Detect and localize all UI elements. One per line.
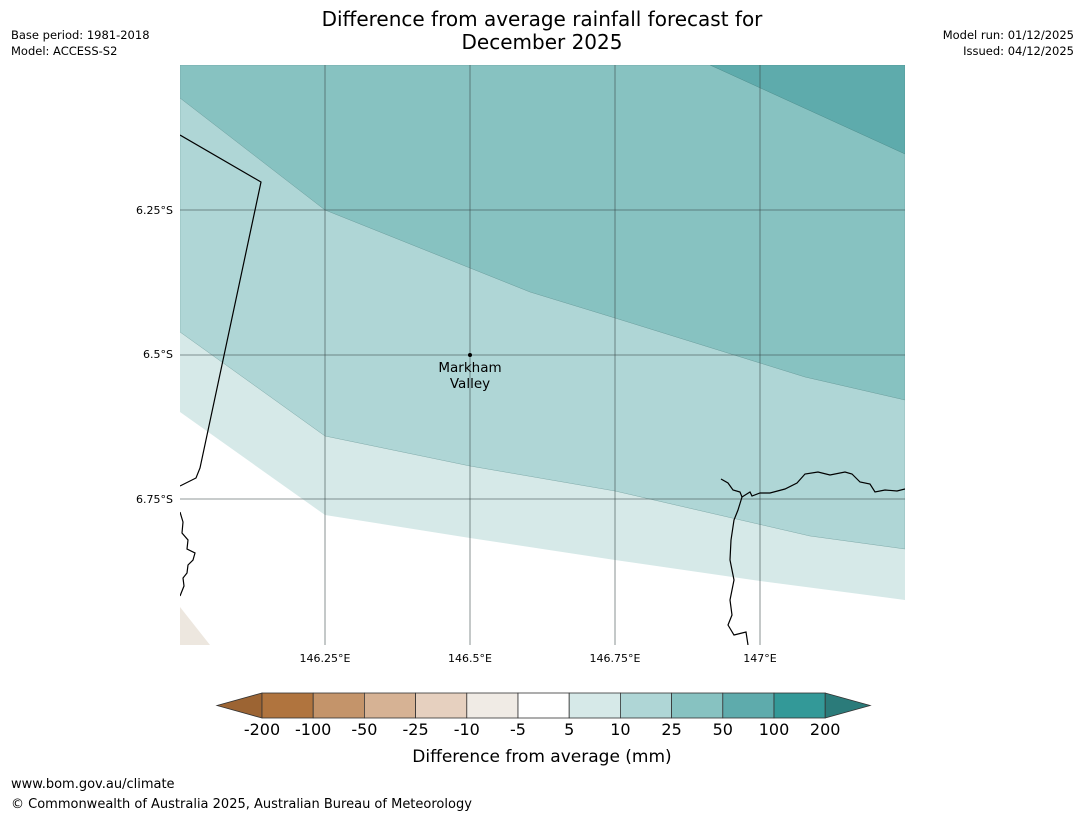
base-period: Base period: 1981-2018: [11, 28, 150, 42]
colorbar-segment: [261, 692, 314, 719]
meta-right: Model run: 01/12/2025 Issued: 04/12/2025: [943, 27, 1074, 59]
colorbar-tick-label: 10: [610, 720, 630, 739]
place-label-line-2: Valley: [450, 376, 490, 392]
colorbar-segment: [363, 692, 416, 719]
title-line-1: Difference from average rainfall forecas…: [321, 7, 763, 31]
river-line: [727, 496, 749, 645]
lon-labels: 146.25°E 146.5°E 146.75°E 147°E: [300, 652, 777, 665]
place-marker: [468, 353, 472, 357]
map-area: Markham Valley: [180, 65, 905, 645]
colorbar-tick-label: 5: [564, 720, 574, 739]
colorbar-ticks: -200 -100 -50 -25 -10 -5 5 10 25 50 100 200: [244, 720, 841, 739]
lon-label: 146.75°E: [590, 652, 641, 665]
colorbar-segment: [466, 692, 519, 719]
lat-label: 6.25°S: [136, 204, 173, 217]
model-run: Model run: 01/12/2025: [942, 28, 1074, 42]
colorbar-segment: [722, 692, 775, 719]
footer: www.bom.gov.au/climate © Commonwealth of…: [11, 775, 472, 815]
colorbar-tick-label: -100: [295, 720, 331, 739]
band-minus5-minus10: [180, 607, 210, 645]
colorbar-tick-label: 50: [713, 720, 733, 739]
colorbar-tick-label: 200: [810, 720, 841, 739]
coastline-southwest: [180, 511, 196, 597]
colorbar-segment: [773, 692, 826, 719]
issued-date: Issued: 04/12/2025: [963, 44, 1074, 58]
boundary-line-west: [180, 134, 262, 487]
colorbar-tick-label: -200: [244, 720, 280, 739]
colorbar-tick-label: 100: [759, 720, 790, 739]
footer-copyright: © Commonwealth of Australia 2025, Austra…: [11, 797, 472, 812]
colorbar-tick-label: 25: [661, 720, 681, 739]
colorbar-tick-label: -50: [351, 720, 377, 739]
meta-left: Base period: 1981-2018 Model: ACCESS-S2: [11, 27, 150, 59]
colorbar-arrow-low: [215, 692, 263, 719]
footer-url: www.bom.gov.au/climate: [11, 777, 175, 792]
colorbar-segment: [517, 692, 570, 719]
colorbar-segment: [312, 692, 365, 719]
lon-label: 146.5°E: [448, 652, 492, 665]
model-name: Model: ACCESS-S2: [11, 44, 118, 58]
colorbar-tick-label: -5: [510, 720, 526, 739]
colorbar-segment: [671, 692, 724, 719]
place-label-line-1: Markham: [438, 360, 501, 376]
colorbar-segment: [568, 692, 621, 719]
lat-label: 6.75°S: [136, 493, 173, 506]
colorbar-tick-label: -25: [403, 720, 429, 739]
band-neutral: [180, 412, 905, 645]
graticule: [180, 65, 905, 645]
band-50-100: [709, 65, 905, 155]
lat-labels: 6.25°S 6.5°S 6.75°S: [136, 204, 173, 506]
chart-title: Difference from average rainfall forecas…: [242, 8, 842, 54]
title-line-2: December 2025: [461, 30, 623, 54]
colorbar-arrow-high: [824, 692, 872, 719]
boundaries: [180, 134, 905, 645]
colorbar-segment: [415, 692, 468, 719]
colorbar-title: Difference from average (mm): [412, 747, 671, 767]
lon-label: 146.25°E: [300, 652, 351, 665]
lon-label: 147°E: [743, 652, 776, 665]
coastline-southeast: [720, 471, 905, 498]
colorbar-segment: [620, 692, 673, 719]
colorbar-tick-label: -10: [454, 720, 480, 739]
colorbar: [215, 692, 872, 719]
lat-label: 6.5°S: [143, 348, 173, 361]
